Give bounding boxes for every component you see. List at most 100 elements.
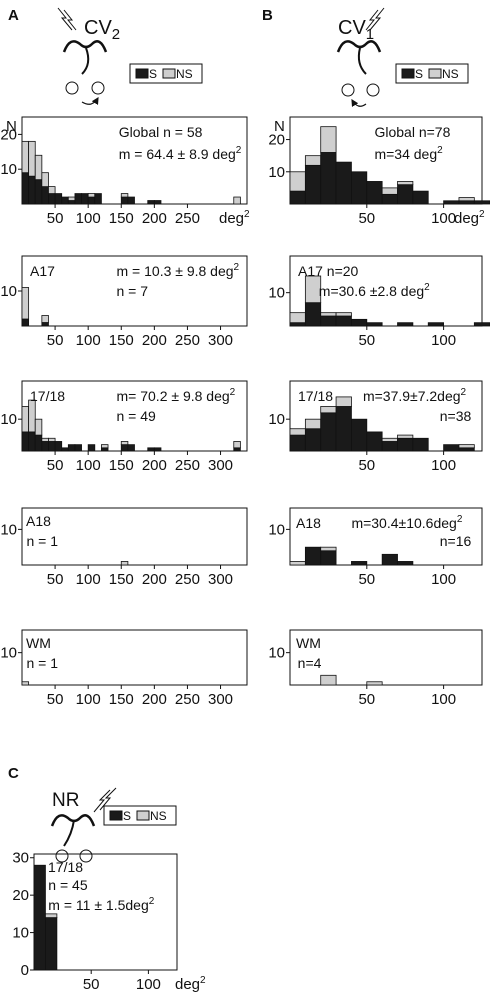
chiasm-icon bbox=[336, 40, 382, 53]
bar-s bbox=[127, 444, 135, 452]
legend-swatch-s bbox=[401, 68, 415, 79]
bar-s bbox=[397, 437, 414, 452]
bar-ns bbox=[320, 406, 337, 414]
bar-ns bbox=[289, 428, 306, 436]
bar-ns bbox=[41, 172, 49, 187]
chart-b-a18: 10 50 100 A18 m=30.4±10.6deg2 n=16 bbox=[268, 507, 483, 588]
bar-s bbox=[54, 193, 63, 205]
bar-ns bbox=[21, 287, 30, 320]
stat-text: n = 45 bbox=[48, 877, 88, 893]
bar-s bbox=[381, 553, 398, 566]
legend-label-s: S bbox=[415, 67, 423, 81]
bar-s bbox=[397, 322, 414, 327]
x-tick-label: 100 bbox=[76, 571, 101, 588]
bar-ns bbox=[21, 406, 30, 433]
schematic-cv2 bbox=[57, 7, 108, 105]
stat-text: n = 7 bbox=[117, 283, 149, 299]
bar-s bbox=[34, 179, 43, 205]
y-tick-label: 0 bbox=[21, 962, 29, 979]
x-tick-label: 150 bbox=[109, 457, 134, 474]
bar-ns bbox=[366, 681, 383, 686]
panel-letter-a: A bbox=[8, 7, 19, 24]
y-tick-label: 10 bbox=[268, 521, 285, 538]
bar-s bbox=[366, 322, 383, 327]
bar-s bbox=[458, 447, 475, 452]
bar-s bbox=[21, 172, 30, 205]
y-tick-label: 10 bbox=[268, 411, 285, 428]
bar-ns bbox=[28, 399, 36, 433]
bar-s bbox=[94, 193, 102, 205]
legend-label-ns: NS bbox=[150, 809, 167, 823]
bar-ns bbox=[289, 312, 306, 324]
bar-s bbox=[473, 322, 490, 327]
bar-ns bbox=[397, 181, 414, 186]
bar-s bbox=[335, 406, 352, 452]
schematic-nr bbox=[50, 787, 117, 863]
y-tick-label: 30 bbox=[12, 850, 29, 867]
region-label: A18 bbox=[296, 515, 321, 531]
bar-ns bbox=[48, 186, 56, 194]
bar-s bbox=[381, 193, 398, 205]
electrode-icon bbox=[369, 7, 385, 31]
x-unit-label: deg2 bbox=[454, 209, 485, 227]
stat-text: Global n = 58 bbox=[119, 124, 203, 140]
x-tick-label: 50 bbox=[47, 210, 64, 227]
plot-frame bbox=[21, 507, 248, 566]
bar-s bbox=[320, 412, 337, 452]
y-tick-label: 10 bbox=[12, 925, 29, 942]
bar-ns bbox=[304, 418, 322, 430]
x-tick-label: 150 bbox=[109, 571, 134, 588]
x-tick-label: 300 bbox=[208, 457, 233, 474]
bar-s bbox=[335, 315, 352, 327]
bar-ns bbox=[320, 674, 337, 686]
region-label: A18 bbox=[26, 513, 51, 529]
right-eye-icon bbox=[366, 83, 380, 97]
bar-ns bbox=[320, 546, 337, 552]
bar-s bbox=[81, 193, 89, 205]
x-tick-label: 50 bbox=[83, 976, 100, 993]
bar-s bbox=[45, 917, 58, 971]
bar-s bbox=[473, 200, 490, 205]
bar-s bbox=[67, 444, 76, 452]
bar-s bbox=[335, 161, 352, 205]
legend-swatch-ns bbox=[162, 68, 176, 79]
x-tick-label: 300 bbox=[208, 691, 233, 708]
chart-b-a17: 10 50 100 A17 n=20 m=30.6 ±2.8 deg2 bbox=[268, 255, 490, 349]
stat-text: n=16 bbox=[440, 533, 472, 549]
bar-s bbox=[233, 447, 241, 452]
stat-text: n=4 bbox=[298, 655, 322, 671]
y-tick-label: 20 bbox=[268, 132, 285, 149]
y-tick-label: 10 bbox=[268, 164, 285, 181]
bar-s bbox=[54, 441, 63, 452]
x-tick-label: 50 bbox=[358, 332, 375, 349]
legend-label-ns: NS bbox=[442, 67, 459, 81]
bar-s bbox=[147, 447, 155, 452]
legend-c: S NS bbox=[103, 805, 177, 826]
cond-label-cv1: CV1 bbox=[338, 17, 374, 43]
bar-s bbox=[304, 164, 322, 205]
bar-ns bbox=[289, 171, 306, 192]
y-axis-label: N bbox=[274, 118, 285, 135]
x-tick-label: 100 bbox=[431, 457, 456, 474]
stat-text: Global n=78 bbox=[374, 124, 450, 140]
x-tick-label: 200 bbox=[142, 571, 167, 588]
cond-label-nr: NR bbox=[52, 790, 79, 811]
chart-a-wm: 10 50 100 150 200 250 300 WM n = 1 bbox=[0, 629, 248, 708]
bar-s bbox=[120, 444, 129, 452]
bar-s bbox=[28, 431, 36, 452]
bar-s bbox=[304, 546, 322, 566]
bar-ns bbox=[120, 561, 129, 566]
bar-s bbox=[443, 200, 460, 205]
x-tick-label: 200 bbox=[142, 210, 167, 227]
x-tick-label: 100 bbox=[431, 571, 456, 588]
y-axis-label: N bbox=[6, 118, 17, 135]
chart-a-a18: 10 50 100 150 200 250 300 A18 n = 1 bbox=[0, 507, 248, 588]
bar-ns bbox=[34, 154, 43, 181]
bar-ns bbox=[335, 396, 352, 407]
y-tick-label: 10 bbox=[0, 521, 17, 538]
x-tick-label: 50 bbox=[358, 691, 375, 708]
panel-letter-c: C bbox=[8, 765, 19, 782]
bar-s bbox=[366, 431, 383, 452]
chart-a-a17: 10 50 100 150 200 250 300 A17 m = 10.3 ± 9.8 deg… bbox=[0, 255, 248, 349]
bar-ns bbox=[233, 196, 241, 205]
